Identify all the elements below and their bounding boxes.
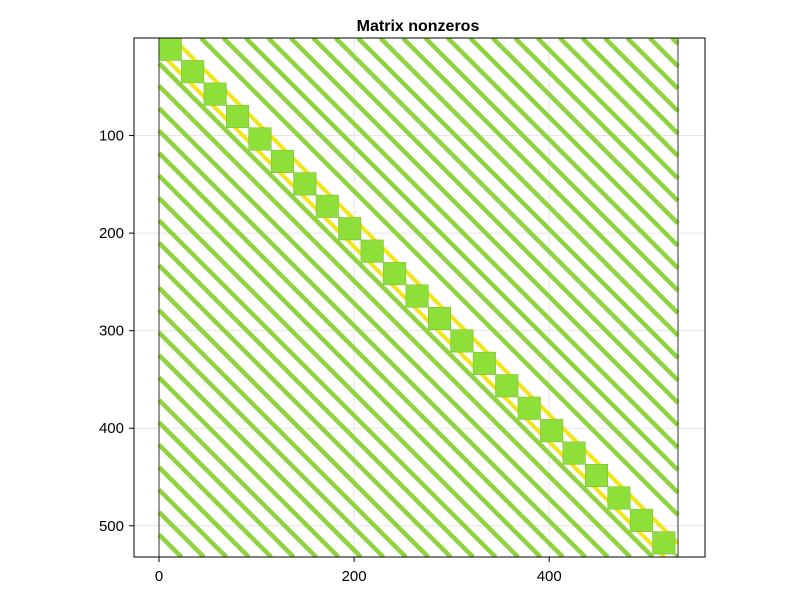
diagonal-block [427,306,451,330]
x-tick-label: 200 [342,568,367,585]
off-diagonal-stripe [157,443,273,557]
diagonal-block [158,38,182,61]
off-diagonal-stripe [157,465,251,557]
off-diagonal-stripe [157,398,318,557]
off-diagonal-stripe [289,38,680,427]
off-diagonal-stripe [244,38,680,472]
off-diagonal-stripe [670,38,680,46]
diagonal-block [585,464,609,488]
diagonal-block [181,60,205,84]
diagonal-block [472,351,496,375]
diagonal-block [540,419,564,443]
off-diagonal-stripe [157,488,228,557]
diagonal-block [226,105,250,129]
y-tick-label: 500 [99,518,124,535]
off-diagonal-stripe [157,308,408,557]
off-diagonal-stripe [157,375,341,557]
diagonal-block [450,329,474,353]
axes: 0 200 400 100 200 300 400 500 [99,37,706,585]
off-diagonal-stripe [157,218,498,557]
off-diagonal-stripe [446,38,680,270]
off-diagonal-stripe [558,38,680,158]
diagonal-block [293,172,317,196]
off-diagonal-stripe [580,38,680,136]
off-diagonal-stripe [157,61,655,557]
y-tick-label: 400 [99,420,124,437]
off-diagonal-stripe [333,38,680,383]
y-tick-label: 300 [99,323,124,340]
off-diagonal-stripe [221,38,680,495]
off-diagonal-stripe [157,241,475,557]
off-diagonal-stripe [157,173,543,557]
diagonal-block [248,127,272,151]
off-diagonal-stripe [199,38,680,517]
y-tick-label: 200 [99,225,124,242]
off-diagonal-stripe [157,532,184,557]
off-diagonal-stripe [157,510,206,557]
y-tick-label: 100 [99,128,124,145]
off-diagonal-stripe [423,38,680,293]
off-diagonal-stripe [157,151,565,557]
off-diagonal-stripe [648,38,680,68]
diagonal-block [383,262,407,286]
off-diagonal-stripe [157,196,520,557]
off-diagonal-stripe [513,38,680,203]
x-tick-label: 0 [155,568,163,585]
diagonal-block [495,374,519,398]
nonzero-pattern [157,38,680,557]
off-diagonal-stripe [378,38,680,338]
diagonal-block [405,284,429,308]
off-diagonal-stripe [401,38,680,315]
diagonal-block [338,217,362,241]
off-diagonal-stripe [535,38,680,181]
off-diagonal-stripe [356,38,680,360]
diagonal-block [203,82,227,106]
diagonal-block [629,508,653,532]
diagonal-block [315,194,339,218]
off-diagonal-stripe [603,38,680,113]
off-diagonal-stripe [157,420,296,557]
axes-frame [133,37,706,558]
off-diagonal-stripe [157,106,610,557]
diagonal-block [360,239,384,263]
diagonal-block [562,441,586,465]
off-diagonal-stripe [468,38,680,248]
off-diagonal-stripe [491,38,680,225]
off-diagonal-stripe [266,38,680,450]
chart-title: Matrix nonzeros [357,18,480,35]
x-tick-label: 400 [537,568,562,585]
off-diagonal-stripe [157,331,385,557]
off-diagonal-stripe [157,84,632,557]
off-diagonal-stripe [157,353,363,557]
diagonal-block [270,149,294,173]
diagonal-block [607,486,631,510]
off-diagonal-stripe [625,38,680,91]
off-diagonal-stripe [157,286,430,557]
off-diagonal-stripe [311,38,680,405]
diagonal-block [652,531,676,555]
diagonal-block [517,396,541,420]
off-diagonal-stripe [157,263,453,557]
off-diagonal-stripe [157,129,587,557]
